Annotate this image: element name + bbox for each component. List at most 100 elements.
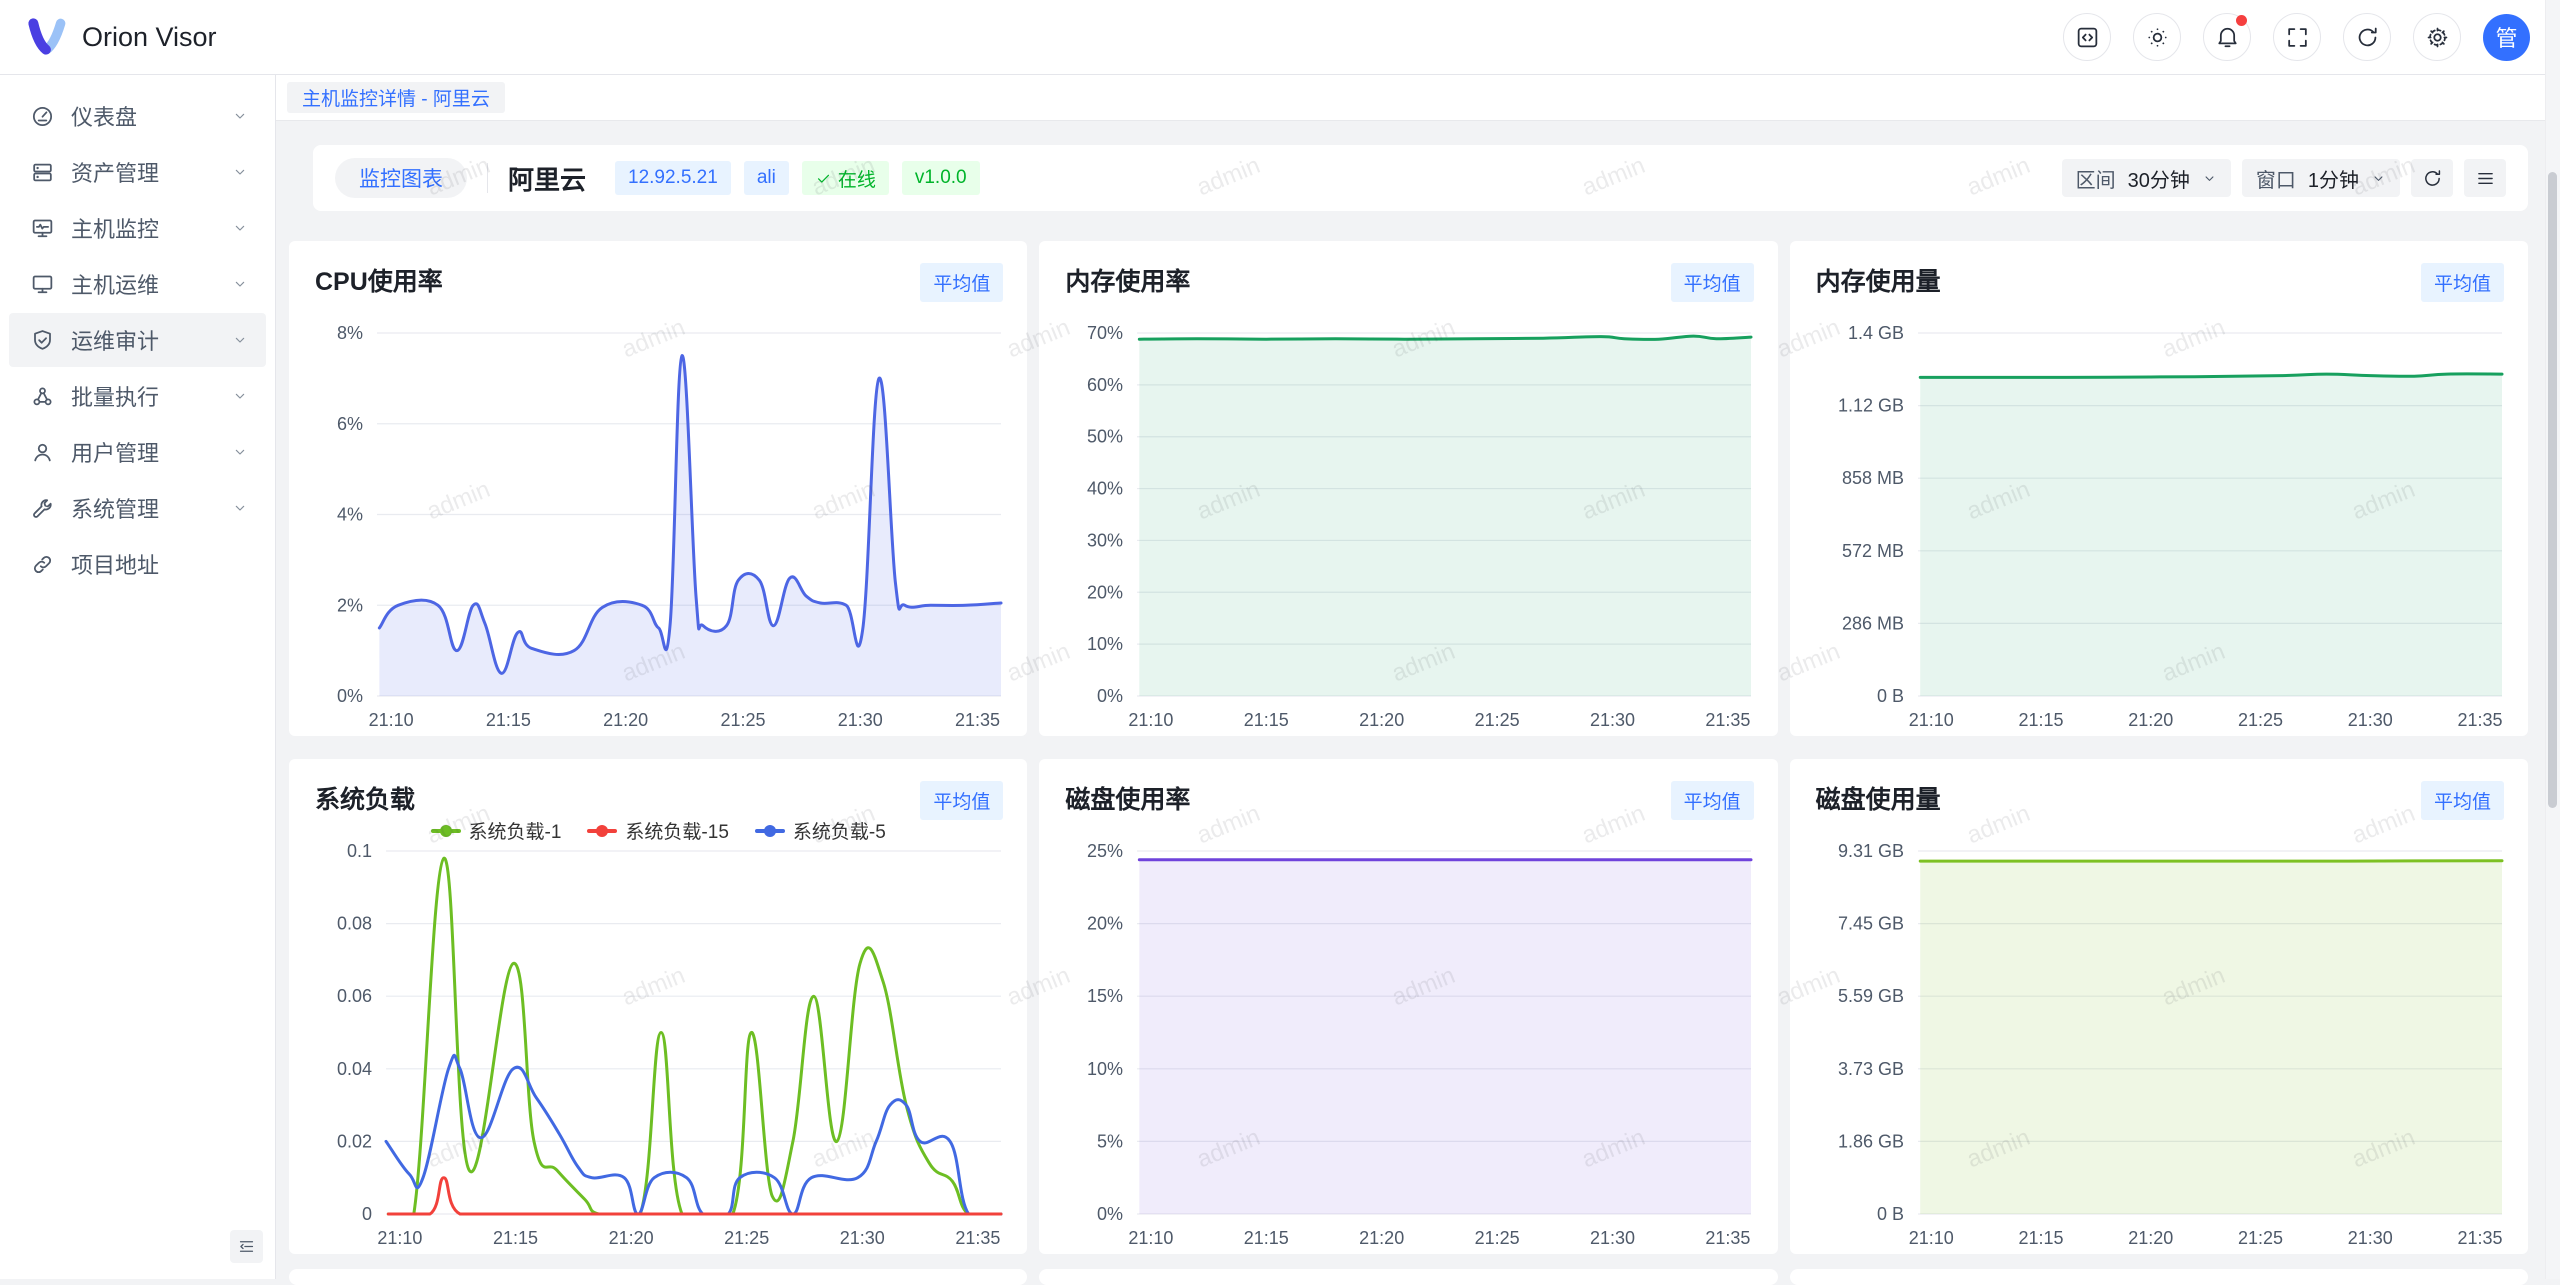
svg-text:21:10: 21:10 (1129, 710, 1174, 730)
svg-text:21:35: 21:35 (955, 710, 1000, 730)
svg-text:21:35: 21:35 (2457, 710, 2502, 730)
sidebar-item-7[interactable]: 用户管理 (9, 425, 266, 479)
svg-text:1.4 GB: 1.4 GB (1848, 323, 1904, 343)
series-area (379, 356, 1001, 696)
chevron-down-icon (2202, 171, 2217, 186)
svg-text:21:15: 21:15 (1244, 1228, 1289, 1248)
gear-icon (2425, 25, 2450, 50)
svg-text:60%: 60% (1087, 375, 1123, 395)
chart-card-3: 内存使用量平均值0 B286 MB572 MB858 MB1.12 GB1.4 … (1790, 241, 2528, 736)
list-icon (2475, 168, 2496, 189)
svg-text:21:20: 21:20 (2128, 710, 2173, 730)
svg-text:21:25: 21:25 (724, 1228, 769, 1248)
window-select-label: 窗口 (2256, 164, 2296, 193)
fullscreen-button[interactable] (2273, 13, 2321, 61)
sidebar-item-label: 仪表盘 (71, 100, 232, 132)
dashboard-icon (30, 104, 55, 129)
svg-text:21:25: 21:25 (720, 710, 765, 730)
svg-text:21:20: 21:20 (1359, 1228, 1404, 1248)
menu-fold-icon (237, 1237, 256, 1256)
window-select[interactable]: 窗口 1分钟 (2242, 159, 2400, 197)
series-area (1140, 336, 1752, 696)
refresh-button[interactable] (2343, 13, 2391, 61)
chart-card-partial (1790, 1269, 2528, 1285)
svg-text:20%: 20% (1087, 582, 1123, 602)
svg-text:5%: 5% (1097, 1131, 1123, 1151)
chevron-down-icon (232, 108, 248, 124)
svg-text:21:30: 21:30 (840, 1228, 885, 1248)
svg-text:50%: 50% (1087, 427, 1123, 447)
chevron-down-icon (232, 332, 248, 348)
theme-sun-button[interactable] (2133, 13, 2181, 61)
svg-text:286 MB: 286 MB (1842, 613, 1904, 633)
svg-text:21:35: 21:35 (1706, 710, 1751, 730)
svg-text:3.73 GB: 3.73 GB (1838, 1059, 1904, 1079)
interval-select[interactable]: 区间 30分钟 (2062, 159, 2231, 197)
refresh-icon (2422, 168, 2443, 189)
sidebar-item-4[interactable]: 主机运维 (9, 257, 266, 311)
svg-text:0 B: 0 B (1877, 1204, 1904, 1224)
svg-text:1.86 GB: 1.86 GB (1838, 1131, 1904, 1151)
svg-text:21:35: 21:35 (955, 1228, 1000, 1248)
link-icon (30, 552, 55, 577)
orion-visor-logo-icon (26, 16, 68, 58)
code-square-button[interactable] (2063, 13, 2111, 61)
host-monitor-icon (30, 216, 55, 241)
interval-select-label: 区间 (2076, 164, 2116, 193)
svg-text:21:20: 21:20 (1359, 710, 1404, 730)
host-tags: 12.92.5.21ali在线v1.0.0 (602, 161, 980, 195)
chart-plot: 0%10%20%30%40%50%60%70%21:1021:1521:2021… (1039, 241, 1777, 736)
host-header-card: 监控图表 阿里云 12.92.5.21ali在线v1.0.0 区间 30分钟 窗… (313, 145, 2528, 211)
divider (487, 163, 488, 193)
svg-text:0.08: 0.08 (337, 914, 372, 934)
sidebar-item-9[interactable]: 项目地址 (9, 537, 266, 591)
brand-name: Orion Visor (82, 22, 217, 53)
brand: Orion Visor (0, 16, 217, 58)
scrollbar-thumb[interactable] (2548, 172, 2557, 808)
sidebar-item-label: 用户管理 (71, 436, 232, 468)
svg-text:21:30: 21:30 (2347, 1228, 2392, 1248)
svg-text:21:30: 21:30 (838, 710, 883, 730)
refresh-charts-button[interactable] (2411, 159, 2453, 197)
code-square-icon (2075, 25, 2100, 50)
notification-badge (2236, 15, 2247, 26)
gear-button[interactable] (2413, 13, 2461, 61)
tab-host-monitor-detail[interactable]: 主机监控详情 - 阿里云 (287, 82, 505, 113)
svg-text:15%: 15% (1087, 986, 1123, 1006)
series-area (1920, 861, 2502, 1214)
svg-text:25%: 25% (1087, 841, 1123, 861)
check-icon (815, 170, 832, 187)
assets-icon (30, 160, 55, 185)
user-avatar[interactable]: 管 (2483, 14, 2530, 61)
svg-text:0: 0 (362, 1204, 372, 1224)
sidebar-item-3[interactable]: 主机监控 (9, 201, 266, 255)
svg-text:21:35: 21:35 (1706, 1228, 1751, 1248)
chart-list-button[interactable] (2464, 159, 2506, 197)
navbar-actions: 管 (2063, 13, 2560, 61)
monitor-chart-view-button[interactable]: 监控图表 (335, 158, 467, 198)
sidebar-item-8[interactable]: 系统管理 (9, 481, 266, 535)
top-navbar: Orion Visor 管 (0, 0, 2560, 75)
sidebar-item-1[interactable]: 仪表盘 (9, 89, 266, 143)
svg-text:0 B: 0 B (1877, 686, 1904, 706)
chart-plot: 00.020.040.060.080.121:1021:1521:2021:25… (289, 759, 1027, 1254)
svg-text:30%: 30% (1087, 530, 1123, 550)
svg-text:21:25: 21:25 (2238, 1228, 2283, 1248)
chart-card-partial (289, 1269, 1027, 1285)
sidebar-item-6[interactable]: 批量执行 (9, 369, 266, 423)
refresh-icon (2355, 25, 2380, 50)
sidebar-item-2[interactable]: 资产管理 (9, 145, 266, 199)
svg-text:21:20: 21:20 (609, 1228, 654, 1248)
sidebar-item-5[interactable]: 运维审计 (9, 313, 266, 367)
series-line (386, 1055, 1001, 1214)
svg-text:21:30: 21:30 (2347, 710, 2392, 730)
bell-icon (2215, 25, 2240, 50)
fullscreen-icon (2285, 25, 2310, 50)
chart-card-6: 磁盘使用量平均值0 B1.86 GB3.73 GB5.59 GB7.45 GB9… (1790, 759, 2528, 1254)
svg-text:20%: 20% (1087, 914, 1123, 934)
svg-text:40%: 40% (1087, 479, 1123, 499)
bell-button[interactable] (2203, 13, 2251, 61)
sidebar-collapse-button[interactable] (230, 1230, 263, 1263)
svg-text:21:10: 21:10 (1129, 1228, 1174, 1248)
svg-text:21:10: 21:10 (1908, 1228, 1953, 1248)
